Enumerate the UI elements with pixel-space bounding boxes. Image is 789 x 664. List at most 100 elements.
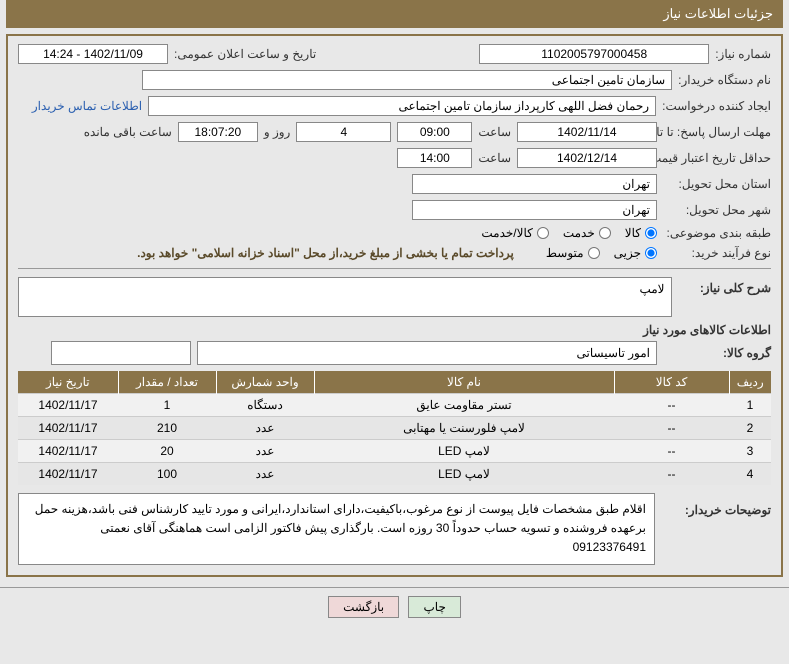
- category-radio-group: کالا خدمت کالا/خدمت: [481, 226, 657, 240]
- table-cell: 1402/11/17: [18, 394, 118, 417]
- row-notes: توضیحات خریدار: اقلام طبق مشخصات فایل پی…: [18, 493, 771, 565]
- radio-partial-input[interactable]: [645, 247, 657, 259]
- notes-label: توضیحات خریدار:: [663, 493, 771, 517]
- city-label: شهر محل تحویل:: [663, 203, 771, 217]
- radio-both-input[interactable]: [537, 227, 549, 239]
- process-label: نوع فرآیند خرید:: [663, 246, 771, 260]
- radio-goods-input[interactable]: [645, 227, 657, 239]
- th-row: ردیف: [729, 371, 771, 394]
- row-category: طبقه بندی موضوعی: کالا خدمت کالا/خدمت: [18, 226, 771, 240]
- button-row: چاپ بازگشت: [0, 587, 789, 626]
- table-cell: --: [614, 394, 729, 417]
- row-city: شهر محل تحویل: تهران: [18, 200, 771, 220]
- contact-link[interactable]: اطلاعات تماس خریدار: [32, 99, 142, 113]
- province-field: تهران: [412, 174, 657, 194]
- back-button[interactable]: بازگشت: [328, 596, 399, 618]
- radio-medium-input[interactable]: [588, 247, 600, 259]
- th-date: تاریخ نیاز: [18, 371, 118, 394]
- deadline-date-field: 1402/11/14: [517, 122, 657, 142]
- payment-note: پرداخت تمام یا بخشی از مبلغ خرید،از محل …: [137, 246, 514, 260]
- row-description: شرح کلی نیاز:: [18, 277, 771, 317]
- table-cell: لامپ LED: [314, 440, 614, 463]
- table-cell: 210: [118, 417, 216, 440]
- deadline-label: مهلت ارسال پاسخ: تا تاریخ:: [663, 125, 771, 139]
- table-cell: عدد: [216, 417, 314, 440]
- announce-label: تاریخ و ساعت اعلان عمومی:: [174, 47, 316, 61]
- group-field[interactable]: [197, 341, 657, 365]
- remain-time-field: 18:07:20: [178, 122, 258, 142]
- table-cell: 1402/11/17: [18, 440, 118, 463]
- process-radio-group: جزیی متوسط: [546, 246, 657, 260]
- table-row: 4--لامپ LEDعدد1001402/11/17: [18, 463, 771, 486]
- validity-time-field: 14:00: [397, 148, 472, 168]
- row-province: استان محل تحویل: تهران: [18, 174, 771, 194]
- table-cell: 1: [118, 394, 216, 417]
- announce-field: 1402/11/09 - 14:24: [18, 44, 168, 64]
- buyer-org-label: نام دستگاه خریدار:: [678, 73, 771, 87]
- table-row: 2--لامپ فلورسنت یا مهتابیعدد2101402/11/1…: [18, 417, 771, 440]
- row-validity: حداقل تاریخ اعتبار قیمت: تا تاریخ: 1402/…: [18, 148, 771, 168]
- row-deadline: مهلت ارسال پاسخ: تا تاریخ: 1402/11/14 سا…: [18, 122, 771, 142]
- main-panel: شماره نیاز: 1102005797000458 تاریخ و ساع…: [6, 34, 783, 577]
- table-cell: لامپ فلورسنت یا مهتابی: [314, 417, 614, 440]
- radio-both[interactable]: کالا/خدمت: [481, 226, 548, 240]
- requester-field: رحمان فضل اللهی کارپرداز سازمان تامین اج…: [148, 96, 656, 116]
- row-need-number: شماره نیاز: 1102005797000458 تاریخ و ساع…: [18, 44, 771, 64]
- panel-header: جزئیات اطلاعات نیاز: [6, 0, 783, 28]
- panel-title: جزئیات اطلاعات نیاز: [663, 6, 773, 21]
- table-cell: --: [614, 440, 729, 463]
- radio-service[interactable]: خدمت: [563, 226, 611, 240]
- time-label-2: ساعت: [478, 151, 511, 165]
- notes-box: اقلام طبق مشخصات فایل پیوست از نوع مرغوب…: [18, 493, 655, 565]
- city-field: تهران: [412, 200, 657, 220]
- table-cell: --: [614, 463, 729, 486]
- radio-service-input[interactable]: [599, 227, 611, 239]
- days-field: 4: [296, 122, 391, 142]
- table-cell: 3: [729, 440, 771, 463]
- desc-label: شرح کلی نیاز:: [678, 277, 771, 295]
- validity-date-field: 1402/12/14: [517, 148, 657, 168]
- row-buyer-org: نام دستگاه خریدار: سازمان تامین اجتماعی: [18, 70, 771, 90]
- table-cell: عدد: [216, 463, 314, 486]
- print-button[interactable]: چاپ: [408, 596, 460, 618]
- items-table: ردیف کد کالا نام کالا واحد شمارش تعداد /…: [18, 371, 771, 485]
- remain-label: ساعت باقی مانده: [84, 125, 172, 139]
- desc-textarea[interactable]: [18, 277, 672, 317]
- th-qty: تعداد / مقدار: [118, 371, 216, 394]
- table-cell: لامپ LED: [314, 463, 614, 486]
- table-cell: تستر مقاومت عایق: [314, 394, 614, 417]
- category-label: طبقه بندی موضوعی:: [663, 226, 771, 240]
- table-cell: 1402/11/17: [18, 463, 118, 486]
- th-name: نام کالا: [314, 371, 614, 394]
- time-label-1: ساعت: [478, 125, 511, 139]
- th-unit: واحد شمارش: [216, 371, 314, 394]
- table-row: 3--لامپ LEDعدد201402/11/17: [18, 440, 771, 463]
- deadline-time-field: 09:00: [397, 122, 472, 142]
- row-group: گروه کالا:: [18, 341, 771, 365]
- divider-1: [18, 268, 771, 269]
- table-cell: 100: [118, 463, 216, 486]
- table-cell: 1402/11/17: [18, 417, 118, 440]
- row-process: نوع فرآیند خرید: جزیی متوسط پرداخت تمام …: [18, 246, 771, 260]
- radio-goods[interactable]: کالا: [625, 226, 657, 240]
- items-section-title: اطلاعات کالاهای مورد نیاز: [18, 323, 771, 337]
- table-cell: --: [614, 417, 729, 440]
- table-cell: 2: [729, 417, 771, 440]
- table-row: 1--تستر مقاومت عایقدستگاه11402/11/17: [18, 394, 771, 417]
- province-label: استان محل تحویل:: [663, 177, 771, 191]
- need-number-label: شماره نیاز:: [715, 47, 771, 61]
- table-cell: 1: [729, 394, 771, 417]
- group-label: گروه کالا:: [663, 346, 771, 360]
- table-cell: عدد: [216, 440, 314, 463]
- requester-label: ایجاد کننده درخواست:: [662, 99, 771, 113]
- table-cell: 4: [729, 463, 771, 486]
- validity-label: حداقل تاریخ اعتبار قیمت: تا تاریخ:: [663, 151, 771, 165]
- row-requester: ایجاد کننده درخواست: رحمان فضل اللهی کار…: [18, 96, 771, 116]
- table-cell: 20: [118, 440, 216, 463]
- radio-medium[interactable]: متوسط: [546, 246, 600, 260]
- buyer-org-field: سازمان تامین اجتماعی: [142, 70, 672, 90]
- th-code: کد کالا: [614, 371, 729, 394]
- group-extra-field[interactable]: [51, 341, 191, 365]
- table-header-row: ردیف کد کالا نام کالا واحد شمارش تعداد /…: [18, 371, 771, 394]
- radio-partial[interactable]: جزیی: [614, 246, 657, 260]
